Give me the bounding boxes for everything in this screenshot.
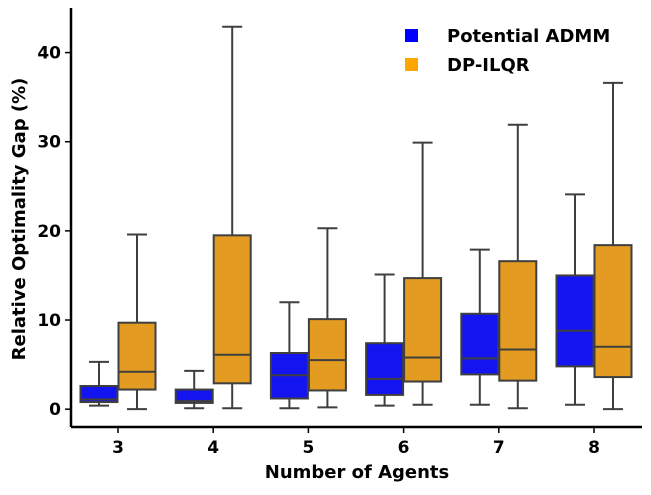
box-group: [365, 273, 405, 407]
y-tick-label: 30: [37, 133, 61, 153]
x-tick-label: 3: [112, 438, 124, 458]
box: [117, 321, 157, 391]
box-group: [174, 369, 214, 410]
box: [212, 234, 252, 385]
box: [79, 384, 119, 404]
box-group: [555, 193, 595, 406]
box-group: [79, 360, 119, 407]
y-tick-label: 40: [37, 44, 61, 64]
box: [555, 274, 595, 368]
box: [365, 342, 405, 396]
y-tick-label: 20: [37, 222, 61, 242]
y-axis-label: Relative Optimality Gap (%): [9, 78, 30, 361]
box-group: [460, 248, 500, 406]
legend-label: DP-ILQR: [447, 55, 530, 76]
box: [174, 388, 214, 404]
x-tick-label: 7: [493, 438, 505, 458]
box-group: [307, 227, 347, 409]
box-group: [498, 123, 538, 410]
legend-swatch: [405, 29, 418, 42]
x-tick-label: 4: [207, 438, 219, 458]
x-tick-label: 8: [588, 438, 600, 458]
y-tick-label: 10: [37, 311, 61, 331]
plot-marks: [79, 25, 633, 411]
box: [593, 244, 633, 379]
legend-swatch: [405, 58, 418, 71]
box: [307, 318, 347, 392]
box-group: [593, 81, 633, 411]
box-group: [212, 25, 252, 410]
box-group: [117, 233, 157, 411]
x-tick-label: 5: [302, 438, 314, 458]
legend: Potential ADMM DP-ILQR: [405, 26, 610, 76]
box-group: [403, 141, 443, 406]
legend-label: Potential ADMM: [447, 26, 610, 47]
x-axis-label: Number of Agents: [265, 462, 450, 483]
box: [460, 312, 500, 376]
axes: 0 10 20 30 40 3 4 5 6 7 8: [37, 8, 642, 458]
y-tick-label: 0: [49, 400, 61, 420]
box: [403, 277, 443, 383]
box-group: [269, 301, 309, 410]
x-tick-label: 6: [398, 438, 410, 458]
box: [498, 260, 538, 382]
